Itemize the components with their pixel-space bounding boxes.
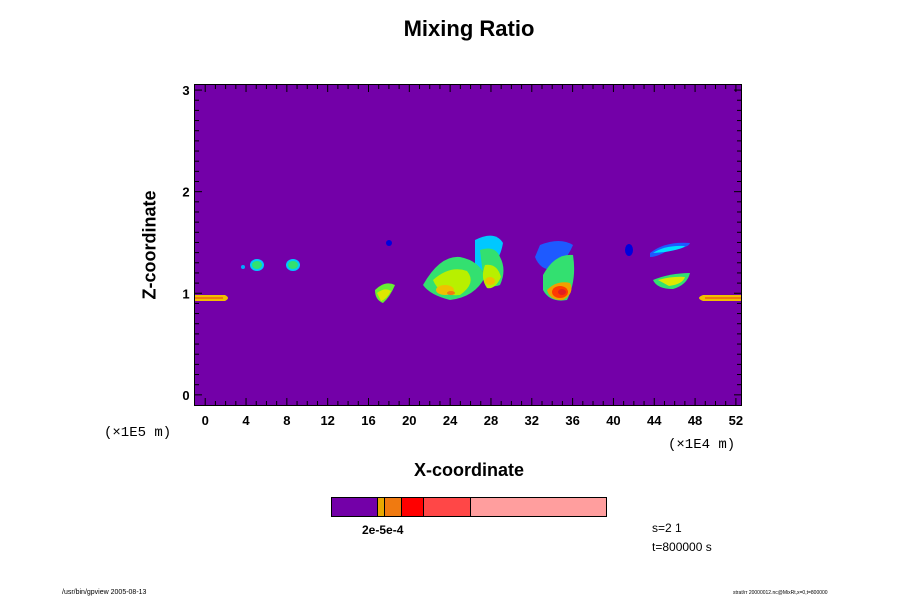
info-s: s=2 1 [652, 521, 682, 535]
heatmap-background [195, 85, 741, 405]
feature-blob [252, 261, 262, 269]
x-tick-label: 12 [320, 413, 334, 428]
x-tick-label: 24 [443, 413, 458, 428]
x-tick-label: 36 [565, 413, 579, 428]
y-axis-label: Z-coordinate [139, 190, 160, 300]
colorbar-label: 2e-5e-4 [362, 523, 404, 537]
x-tick-label: 4 [242, 413, 250, 428]
colorbar-segment [377, 498, 385, 516]
x-tick-label: 28 [484, 413, 498, 428]
y-tick-label: 2 [182, 185, 189, 200]
x-scale-note: (×1E4 m) [668, 437, 736, 453]
feature-blob [625, 244, 633, 256]
colorbar-segment [423, 498, 470, 516]
y-scale-note: (×1E5 m) [104, 425, 172, 441]
feature-blob [485, 277, 495, 285]
feature-blob [288, 261, 298, 269]
y-tick-label: 0 [182, 388, 189, 403]
x-tick-label: 0 [202, 413, 209, 428]
colorbar-segment [332, 498, 378, 516]
info-t: t=800000 s [652, 540, 712, 554]
x-tick-label: 44 [647, 413, 662, 428]
x-tick-label: 8 [283, 413, 290, 428]
x-tick-label: 20 [402, 413, 416, 428]
heatmap-svg [195, 85, 741, 405]
x-tick-label: 32 [525, 413, 539, 428]
footer-source: strat/rr 20000012.nc@MixRt,x=0,t=800000 [733, 590, 828, 596]
feature-blob [705, 297, 741, 299]
feature-blob [653, 245, 685, 253]
colorbar-segment [384, 498, 401, 516]
colorbar [331, 497, 607, 517]
feature-blob [241, 265, 245, 269]
feature-blob [535, 241, 573, 270]
x-axis-label: X-coordinate [413, 460, 524, 480]
y-tick-label: 1 [182, 286, 189, 301]
plot-area [194, 84, 742, 406]
axis-ticks [195, 85, 741, 405]
feature-blob [377, 289, 391, 301]
feature-blob [195, 297, 223, 299]
y-tick-label: 3 [182, 84, 189, 98]
x-tick-label: 16 [361, 413, 375, 428]
feature-blob [658, 276, 685, 286]
x-tick-label: 52 [729, 413, 743, 428]
feature-blob [558, 289, 566, 295]
feature-blob [386, 240, 392, 246]
feature-blob [447, 291, 455, 295]
x-tick-label: 40 [606, 413, 620, 428]
footer-command: /usr/bin/gpview 2005-08-13 [62, 589, 147, 596]
chart-title: Mixing Ratio [403, 16, 535, 41]
colorbar-segment [469, 498, 606, 516]
mixing-ratio-features [195, 235, 741, 303]
colorbar-segment [400, 498, 424, 516]
x-tick-label: 48 [688, 413, 702, 428]
